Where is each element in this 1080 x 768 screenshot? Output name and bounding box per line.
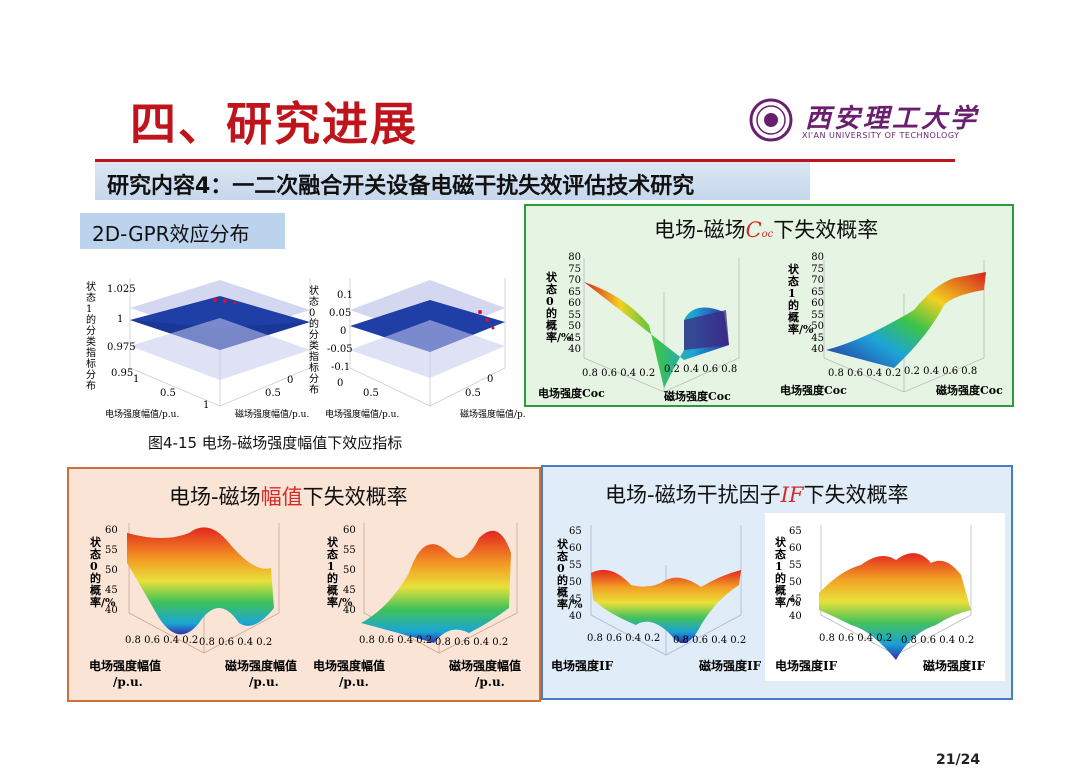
amplitude-right-ylabel: 磁场强度幅值 bbox=[449, 659, 522, 673]
if-right-zlabel: 状态1的概率/% bbox=[775, 536, 800, 609]
amplitude-right-plot bbox=[361, 523, 518, 654]
gpr-left-ztick-3: 0.95 bbox=[111, 368, 133, 379]
if-left-plot bbox=[590, 525, 742, 656]
amplitude-left-xlabel: 电场强度幅值 bbox=[89, 659, 162, 673]
amplitude-panel-title: 电场-磁场幅值下失效概率 bbox=[169, 485, 408, 509]
gpr-left-ztick-2: 0.975 bbox=[107, 342, 136, 353]
coc-left-xlabel: 电场强度Coc bbox=[538, 387, 605, 400]
gpr-left-ylabel: 磁场强度幅值/p.u. bbox=[235, 408, 309, 420]
figure-caption: 图4-15 电场-磁场强度幅值下效应指标 bbox=[148, 434, 403, 452]
gpr-right-xtick-05: 0.5 bbox=[363, 388, 379, 399]
gpr-right-ztick-4: -0.1 bbox=[331, 362, 350, 373]
gpr-left-xtick-1: 1 bbox=[133, 374, 139, 385]
amplitude-left-xticks: 0.8 0.6 0.4 0.2 bbox=[125, 635, 199, 646]
coc-panel: 电场-磁场Coc下失效概率 80 75 70 65 60 55 50 45 40 状态0的概率/… bbox=[524, 204, 1014, 407]
coc-right-yticks: 0.2 0.4 0.6 0.8 bbox=[904, 366, 978, 377]
gpr-right-ztick-3: -0.05 bbox=[327, 344, 353, 355]
gpr-left-xlabel: 电场强度幅值/p.u. bbox=[105, 408, 179, 420]
gpr-right-ylabel: 磁场强度幅值/p.u. bbox=[460, 408, 525, 420]
if-right-xticks: 0.8 0.6 0.4 0.2 bbox=[819, 633, 893, 644]
if-left-zticks: 65 60 55 50 45 40 bbox=[569, 526, 582, 622]
gpr-right-ztick-1: 0.05 bbox=[329, 308, 351, 319]
amplitude-right-zlabel: 状态1的概率/% bbox=[327, 536, 353, 609]
gpr-label: 2D-GPR效应分布 bbox=[92, 222, 250, 246]
university-name-cn: 西安理工大学 bbox=[805, 104, 980, 134]
coc-left-yticks: 0.2 0.4 0.6 0.8 bbox=[664, 364, 738, 375]
page-title: 四、研究进展 bbox=[130, 97, 418, 151]
coc-panel-title: 电场-磁场Coc下失效概率 bbox=[654, 218, 879, 242]
coc-left-xticks: 0.8 0.6 0.4 0.2 bbox=[582, 368, 656, 379]
amplitude-right-yticks: 0.8 0.6 0.4 0.2 bbox=[435, 637, 509, 648]
if-left-yticks: 0.8 0.6 0.4 0.2 bbox=[673, 635, 747, 646]
coc-right-xticks: 0.8 0.6 0.4 0.2 bbox=[828, 368, 902, 379]
amplitude-left-zlabel: 状态0的概率/% bbox=[90, 536, 116, 609]
page-number: 21/24 bbox=[936, 752, 981, 768]
if-right-xlabel: 电场强度IF bbox=[775, 659, 838, 673]
amplitude-left-xunit: /p.u. bbox=[113, 675, 143, 689]
if-left-xlabel: 电场强度IF bbox=[551, 659, 614, 673]
gpr-right-ztick-2: 0 bbox=[340, 326, 346, 337]
amplitude-left-yunit: /p.u. bbox=[249, 675, 279, 689]
amplitude-right-xticks: 0.8 0.6 0.4 0.2 bbox=[359, 635, 433, 646]
coc-right-plot bbox=[823, 260, 986, 393]
gpr-left-plot bbox=[129, 278, 311, 407]
if-left-ylabel: 磁场强度IF bbox=[699, 659, 762, 673]
gpr-right-xtick-0: 0 bbox=[337, 378, 343, 389]
gpr-label-box: 2D-GPR效应分布 bbox=[80, 213, 285, 249]
coc-right-zticks: 80 75 70 65 60 55 50 45 40 bbox=[811, 252, 824, 355]
coc-plots bbox=[583, 258, 986, 393]
if-right-yticks: 0.8 0.6 0.4 0.2 bbox=[901, 635, 975, 646]
if-right-zticks: 65 60 55 50 45 40 bbox=[789, 526, 802, 622]
if-left-zlabel: 状态0的概率/% bbox=[557, 538, 583, 611]
coc-right-xlabel: 电场强度Coc bbox=[780, 384, 847, 397]
gpr-right-ytick-0: 0 bbox=[487, 374, 493, 385]
if-right-ylabel: 磁场强度IF bbox=[923, 659, 986, 673]
if-panel-title: 电场-磁场干扰因子IF下失效概率 bbox=[605, 483, 909, 507]
gpr-left-ztick-0: 1.025 bbox=[107, 284, 136, 295]
if-left-xticks: 0.8 0.6 0.4 0.2 bbox=[587, 633, 661, 644]
amplitude-left-zticks: 60 55 50 45 40 bbox=[105, 525, 118, 616]
coc-left-ylabel: 磁场强度Coc bbox=[664, 390, 731, 403]
amplitude-panel: 电场-磁场幅值下失效概率 60 55 50 45 40 状态0的概率/% 0.8 0.6… bbox=[67, 467, 541, 702]
gpr-right-zlabel: 状态0的分类指标分布 bbox=[309, 286, 319, 396]
if-plots bbox=[590, 525, 972, 660]
if-panel: 电场-磁场干扰因子IF下失效概率 65 60 55 50 45 40 状态0的概率/% 0… bbox=[541, 465, 1013, 700]
coc-left-zticks: 80 75 70 65 60 55 50 45 40 bbox=[568, 252, 581, 355]
coc-right-ylabel: 磁场强度Coc bbox=[936, 384, 1003, 397]
amplitude-plots bbox=[127, 523, 518, 654]
gpr-right-xlabel: 电场强度幅值/p.u. bbox=[325, 408, 399, 420]
section-subtitle: 研究内容4：一二次融合开关设备电磁干扰失效评估技术研究 bbox=[107, 174, 695, 199]
section-subtitle-bar: 研究内容4：一二次融合开关设备电磁干扰失效评估技术研究 bbox=[95, 162, 810, 200]
header-divider bbox=[95, 159, 955, 162]
gpr-right-ytick-05: 0.5 bbox=[465, 388, 481, 399]
coc-left-zlabel: 状态0的概率/% bbox=[546, 271, 572, 344]
university-logo-icon bbox=[749, 98, 793, 142]
gpr-plots: 1.025 1 0.975 0.95 0.5 1 1 0.5 0 电场强度幅值/… bbox=[105, 278, 525, 420]
gpr-left-xtick-05: 0.5 bbox=[160, 388, 176, 399]
amplitude-left-ylabel: 磁场强度幅值 bbox=[225, 659, 298, 673]
amplitude-right-zticks: 60 55 50 45 40 bbox=[343, 525, 356, 616]
if-right-plot bbox=[819, 525, 972, 660]
coc-left-plot bbox=[583, 258, 740, 393]
gpr-left-ytick-05: 0.5 bbox=[265, 388, 281, 399]
amplitude-right-xlabel: 电场强度幅值 bbox=[313, 659, 386, 673]
amplitude-right-yunit: /p.u. bbox=[475, 675, 505, 689]
gpr-left-ytick-0: 0 bbox=[287, 375, 293, 386]
amplitude-left-yticks: 0.8 0.6 0.4 0.2 bbox=[199, 637, 273, 648]
gpr-left-zlabel: 状态1的分类指标分布 bbox=[86, 282, 96, 392]
coc-right-zlabel: 状态1的概率/% bbox=[788, 263, 814, 336]
gpr-left-ytick-1: 1 bbox=[203, 400, 209, 411]
gpr-right-ztick-0: 0.1 bbox=[337, 290, 353, 301]
gpr-right-plot bbox=[349, 278, 506, 407]
gpr-left-ztick-1: 1 bbox=[117, 314, 123, 325]
university-name-en: XI'AN UNIVERSITY OF TECHNOLOGY bbox=[802, 131, 960, 140]
amplitude-left-plot bbox=[127, 523, 280, 654]
amplitude-right-xunit: /p.u. bbox=[339, 675, 369, 689]
